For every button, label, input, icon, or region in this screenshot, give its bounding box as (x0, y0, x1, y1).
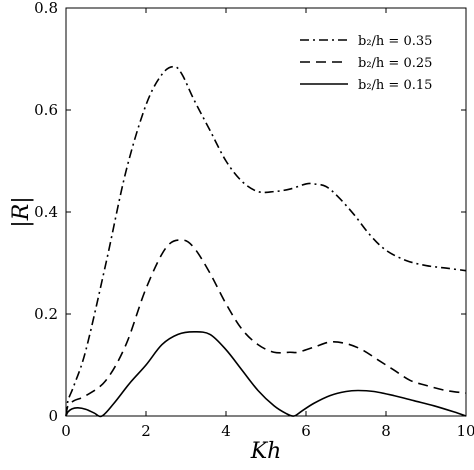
x-tick-label: 2 (141, 422, 151, 440)
series-group (65, 65, 467, 418)
x-tick-label: 10 (456, 422, 474, 440)
y-axis-title: |R| (9, 196, 34, 227)
x-tick-label: 0 (61, 422, 71, 440)
y-tick-label: 0.8 (34, 0, 58, 17)
axis-ticks: 0 2 4 6 8 10 0 0.2 0.4 0.6 0.8 (34, 0, 474, 440)
legend-label-2: b₂/h = 0.15 (358, 78, 432, 93)
y-tick-label: 0 (48, 407, 58, 425)
x-tick-label: 6 (301, 422, 311, 440)
series-line-0 (65, 65, 467, 417)
legend-label-1: b₂/h = 0.25 (358, 56, 432, 71)
x-axis-title: Kh (250, 439, 282, 464)
series-line-1 (65, 239, 467, 417)
y-tick-label: 0.2 (34, 305, 58, 323)
x-tick-label: 4 (221, 422, 231, 440)
legend-label-0: b₂/h = 0.35 (358, 34, 432, 49)
series-line-2 (65, 331, 467, 418)
legend: b₂/h = 0.35 b₂/h = 0.25 b₂/h = 0.15 (300, 34, 432, 93)
y-tick-label: 0.4 (34, 203, 58, 221)
y-tick-label: 0.6 (34, 101, 58, 119)
x-tick-label: 8 (381, 422, 391, 440)
